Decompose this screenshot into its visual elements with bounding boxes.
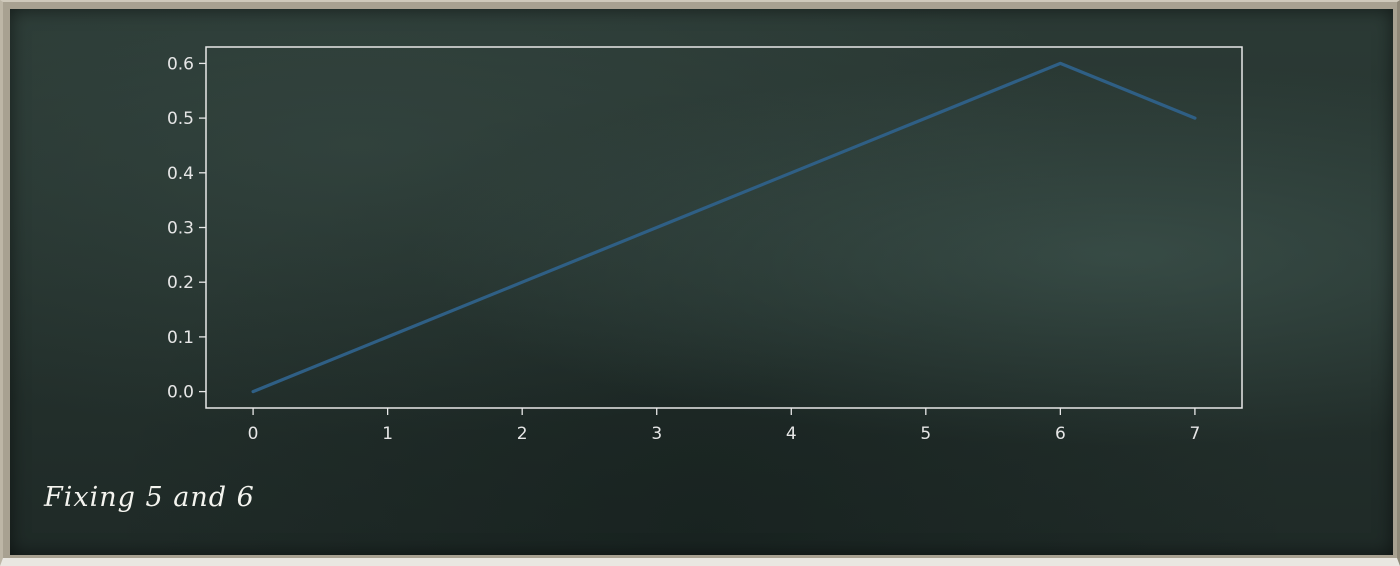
y-tick-label: 0.1 — [167, 328, 194, 348]
series-layer — [251, 61, 1197, 394]
y-tick-label: 0.5 — [167, 109, 194, 129]
y-tick-label: 0.4 — [167, 164, 194, 184]
y-tick-label: 0.6 — [167, 54, 194, 74]
x-tick-label: 5 — [920, 424, 931, 444]
x-tick-label: 2 — [517, 424, 528, 444]
y-tick-label: 0.0 — [167, 383, 194, 403]
x-tick-label: 7 — [1189, 424, 1200, 444]
x-tick-label: 1 — [382, 424, 393, 444]
chalkboard-background — [10, 9, 1393, 555]
x-axis: 0 1 2 3 4 5 6 7 — [248, 408, 1200, 444]
y-tick-label: 0.2 — [167, 273, 194, 293]
series-line — [251, 61, 1197, 394]
chart-caption: Fixing 5 and 6 — [44, 482, 255, 513]
x-tick-label: 0 — [248, 424, 259, 444]
x-tick-label: 3 — [651, 424, 662, 444]
y-axis: 0.0 0.1 0.2 0.3 0.4 0.5 0.6 — [167, 54, 206, 403]
x-tick-label: 6 — [1055, 424, 1066, 444]
x-tick-label: 4 — [786, 424, 797, 444]
plot-area-frame — [205, 46, 1243, 409]
y-tick-label: 0.3 — [167, 219, 194, 239]
